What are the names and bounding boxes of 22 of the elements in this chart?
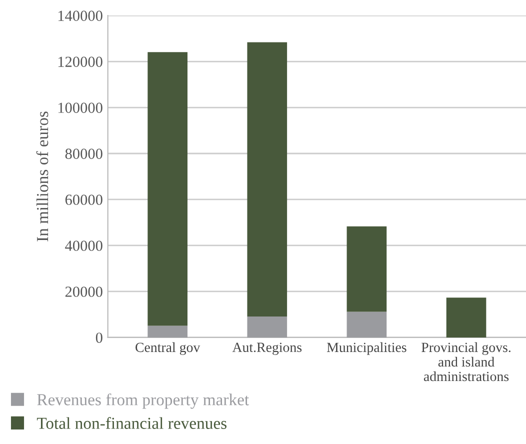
bar bbox=[148, 326, 188, 338]
x-tick-label: Provincial govs. and island administrations bbox=[422, 342, 510, 382]
legend-label: Total non-financial revenues bbox=[36, 417, 226, 429]
bar bbox=[446, 298, 486, 338]
x-tick-label: Central gov bbox=[136, 342, 200, 355]
bar bbox=[346, 312, 387, 338]
y-tick-label: 0 bbox=[96, 332, 102, 343]
y-tick-label: 60000 bbox=[65, 194, 102, 205]
bar bbox=[346, 226, 387, 312]
y-tick-label: 100000 bbox=[58, 102, 102, 113]
legend-label: Revenues from property market bbox=[37, 393, 249, 409]
x-tick-label: Aut.Regions bbox=[232, 342, 302, 355]
y-tick-label: 80000 bbox=[65, 148, 102, 159]
bar bbox=[148, 52, 188, 326]
y-axis-title: In millions of euros bbox=[36, 112, 48, 242]
y-tick-label: 140000 bbox=[58, 10, 102, 21]
bar bbox=[247, 42, 288, 317]
bar bbox=[247, 316, 288, 338]
y-tick-label: 20000 bbox=[65, 286, 102, 297]
y-tick-label: 120000 bbox=[58, 56, 102, 67]
y-tick-label: 40000 bbox=[65, 240, 102, 251]
x-tick-label: Municipalities bbox=[326, 342, 406, 355]
